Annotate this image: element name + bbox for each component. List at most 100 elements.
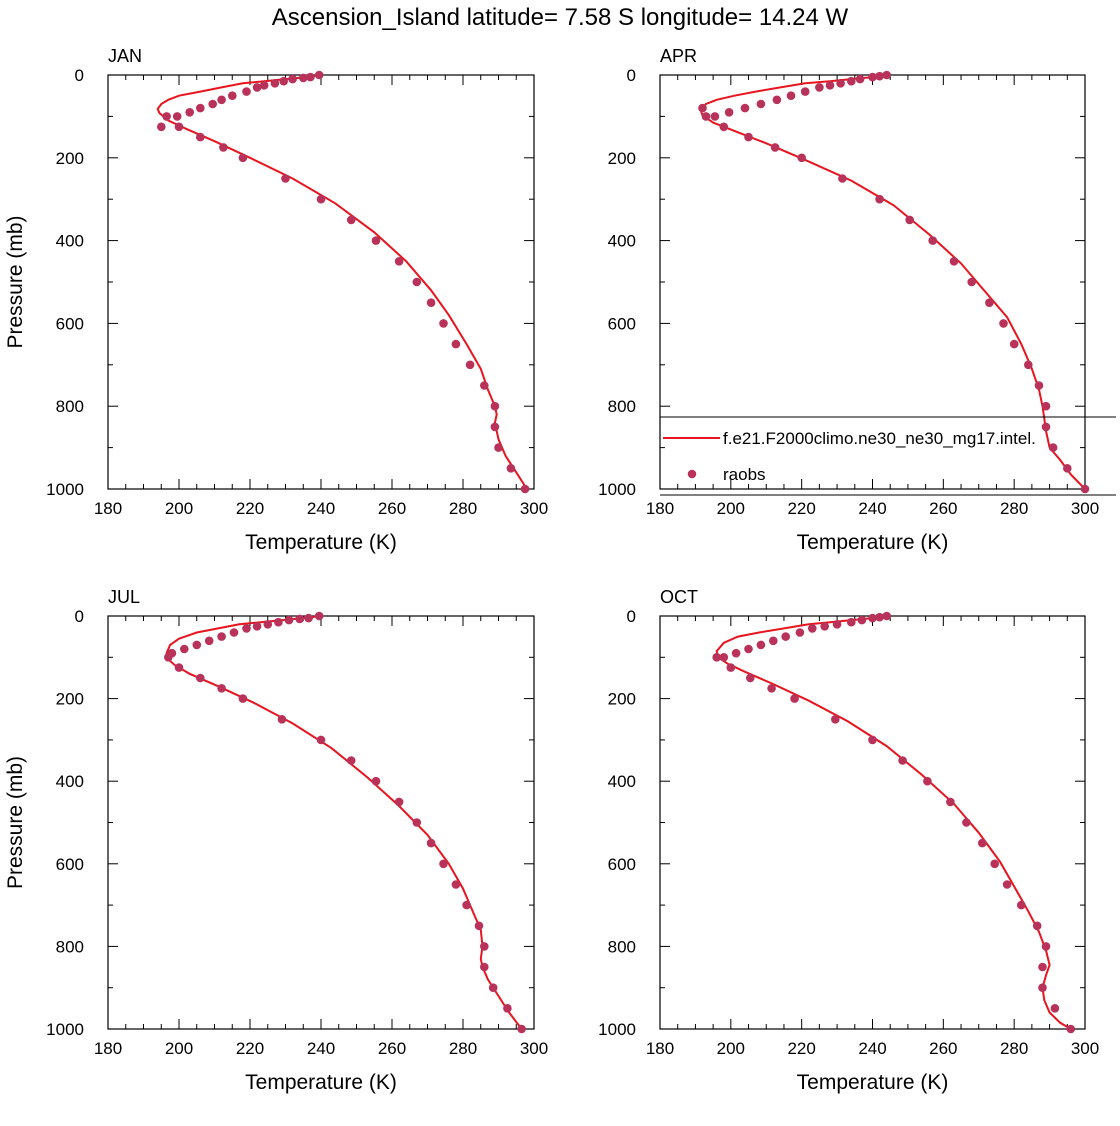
y-tick-label: 0 <box>627 66 636 85</box>
raobs-point <box>1048 443 1058 452</box>
x-tick-label: 180 <box>646 1039 674 1058</box>
raobs-point <box>800 87 810 96</box>
y-axis-title: Pressure (mb) <box>4 215 27 348</box>
raobs-point <box>474 921 484 931</box>
raobs-point <box>719 653 729 662</box>
x-tick-label: 300 <box>1071 1039 1099 1058</box>
y-axis-title: Pressure (mb) <box>4 756 27 889</box>
raobs-point <box>451 880 461 889</box>
raobs-point <box>304 613 313 623</box>
raobs-point <box>999 319 1008 328</box>
y-tick-label: 0 <box>75 607 84 626</box>
raobs-point <box>795 628 805 637</box>
raobs-point <box>284 615 294 625</box>
raobs-point <box>288 74 297 84</box>
raobs-point <box>985 298 994 308</box>
panel-apr: APR 180 200 220 240 260 280 300 0 200 400 600 800 100… <box>598 46 1099 554</box>
raobs-point <box>1009 339 1019 349</box>
raobs-point <box>756 640 766 650</box>
raobs-point <box>238 694 248 703</box>
raobs-point <box>949 257 959 266</box>
raobs-point <box>815 83 824 92</box>
x-tick-label: 200 <box>717 499 745 518</box>
raobs-point <box>1002 880 1012 889</box>
raobs-point <box>480 381 489 390</box>
x-axis-title: Temperature (K) <box>797 1071 949 1094</box>
raobs-point <box>1041 401 1051 411</box>
raobs-point <box>1066 1024 1076 1034</box>
raobs-point <box>229 628 239 637</box>
x-tick-label: 300 <box>520 1039 548 1058</box>
raobs-point <box>746 673 755 683</box>
x-tick-label: 260 <box>378 499 406 518</box>
raobs-point <box>228 91 237 100</box>
raobs-point <box>279 76 289 86</box>
raobs-point <box>857 615 867 625</box>
raobs-point <box>316 194 326 204</box>
raobs-point <box>439 859 448 869</box>
raobs-point <box>1038 962 1047 972</box>
legend-marker-swatch <box>687 469 697 479</box>
raobs-point <box>252 83 262 92</box>
raobs-point <box>208 99 217 109</box>
raobs-point <box>1034 381 1044 390</box>
raobs-point <box>451 339 461 349</box>
raobs-point <box>263 620 273 629</box>
raobs-point <box>769 636 778 646</box>
raobs-point <box>1024 360 1033 370</box>
x-tick-label: 240 <box>307 499 335 518</box>
x-tick-label: 200 <box>165 499 193 518</box>
raobs-point <box>1050 1004 1060 1013</box>
raobs-point <box>462 900 471 910</box>
panel-label: OCT <box>660 587 698 607</box>
raobs-point <box>174 663 184 672</box>
raobs-point <box>1041 942 1051 951</box>
y-tick-label: 1000 <box>598 480 636 499</box>
raobs-point <box>825 81 835 90</box>
raobs-point <box>868 735 877 745</box>
panel-label: APR <box>660 46 697 66</box>
raobs-point <box>174 122 184 132</box>
raobs-point <box>946 797 955 807</box>
y-tick-label: 400 <box>56 772 84 791</box>
raobs-point <box>480 942 489 951</box>
raobs-point <box>488 983 498 992</box>
x-tick-label: 280 <box>1000 499 1028 518</box>
raobs-point <box>371 776 381 786</box>
raobs-point <box>831 715 840 724</box>
x-tick-label: 200 <box>717 1039 745 1058</box>
raobs-point <box>967 277 976 287</box>
x-tick-label: 220 <box>787 499 815 518</box>
y-tick-label: 1000 <box>46 1020 84 1039</box>
x-tick-label: 200 <box>165 1039 193 1058</box>
x-tick-label: 300 <box>1071 499 1099 518</box>
raobs-point <box>346 215 356 225</box>
raobs-point <box>299 73 308 83</box>
raobs-point <box>855 74 865 84</box>
raobs-point <box>270 79 280 88</box>
raobs-point <box>923 776 932 786</box>
raobs-point <box>868 72 877 82</box>
x-axis-title: Temperature (K) <box>245 531 397 554</box>
raobs-point <box>162 112 171 121</box>
raobs-point <box>439 319 448 328</box>
raobs-point <box>808 624 817 633</box>
raobs-point <box>394 257 404 266</box>
raobs-point <box>242 624 251 633</box>
x-tick-label: 180 <box>646 499 674 518</box>
raobs-point <box>274 617 283 627</box>
model-temperature-line <box>165 615 523 1030</box>
raobs-point <box>1063 464 1072 473</box>
panel-oct: OCT 180 200 220 240 260 280 300 0 200 400 600 800 100… <box>598 587 1099 1094</box>
x-tick-label: 240 <box>858 499 886 518</box>
x-tick-label: 180 <box>94 1039 122 1058</box>
raobs-point <box>295 614 305 624</box>
raobs-point <box>847 76 856 86</box>
x-tick-label: 280 <box>449 499 477 518</box>
raobs-point <box>905 215 914 225</box>
raobs-point <box>316 735 326 745</box>
y-tick-label: 200 <box>56 690 84 709</box>
raobs-point <box>838 174 847 183</box>
panel-label: JAN <box>108 46 142 66</box>
